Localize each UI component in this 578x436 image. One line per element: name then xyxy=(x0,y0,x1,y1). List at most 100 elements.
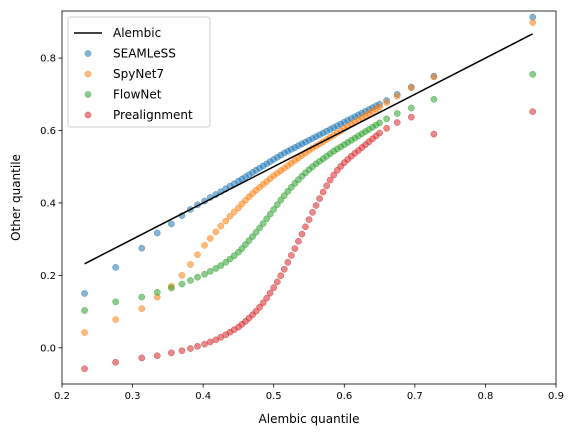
point-flownet xyxy=(280,192,288,200)
point-prealignment xyxy=(376,129,383,137)
point-prealignment xyxy=(288,252,295,259)
y-tick-label: 0.6 xyxy=(40,126,56,137)
point-flownet xyxy=(230,252,238,260)
point-prealignment xyxy=(263,294,271,302)
point-flownet xyxy=(168,284,175,292)
x-tick-label: 0.4 xyxy=(195,391,211,402)
legend-label: Prealignment xyxy=(113,108,193,122)
point-flownet xyxy=(270,206,278,213)
point-prealignment xyxy=(393,119,401,126)
y-axis-ticks: 0.0 0.2 0.4 0.6 0.8 xyxy=(40,54,62,354)
point-prealignment xyxy=(273,278,281,286)
point-spynet7 xyxy=(212,228,220,236)
point-flownet xyxy=(249,233,256,240)
point-prealignment xyxy=(270,284,278,292)
point-flownet xyxy=(153,289,161,296)
point-prealignment xyxy=(277,272,285,280)
point-spynet7 xyxy=(206,235,214,242)
series-flownet xyxy=(81,71,537,314)
point-prealignment xyxy=(305,216,313,223)
legend-label: FlowNet xyxy=(113,88,162,102)
point-spynet7 xyxy=(230,208,238,216)
point-flownet xyxy=(263,215,271,223)
y-axis-label: Other quantile xyxy=(9,154,23,241)
x-tick-label: 0.7 xyxy=(407,391,423,402)
legend-swatch-prealignment xyxy=(84,111,92,119)
point-flownet xyxy=(383,115,390,123)
point-prealignment xyxy=(256,303,263,311)
point-prealignment xyxy=(112,358,119,366)
point-prealignment xyxy=(309,209,316,216)
point-seamless xyxy=(168,220,175,228)
point-prealignment xyxy=(330,171,338,179)
point-spynet7 xyxy=(201,241,208,249)
point-prealignment xyxy=(201,340,208,348)
point-prealignment xyxy=(295,237,302,245)
point-spynet7 xyxy=(217,222,225,230)
point-prealignment xyxy=(326,176,334,184)
point-flownet xyxy=(81,307,88,314)
point-prealignment xyxy=(312,202,320,209)
x-tick-label: 0.2 xyxy=(54,391,70,402)
point-spynet7 xyxy=(393,92,401,100)
point-spynet7 xyxy=(383,99,390,106)
point-prealignment xyxy=(319,188,327,196)
alembic-line xyxy=(84,33,534,265)
point-spynet7 xyxy=(222,217,230,225)
point-prealignment xyxy=(280,265,288,273)
legend-label: SpyNet7 xyxy=(113,67,164,81)
point-flownet xyxy=(273,201,281,209)
point-spynet7 xyxy=(226,212,234,220)
point-prealignment xyxy=(302,223,309,231)
legend-swatch-spynet7 xyxy=(84,70,92,78)
point-flownet xyxy=(430,96,438,103)
x-tick-label: 0.3 xyxy=(125,391,141,402)
point-flownet xyxy=(201,270,208,278)
point-prealignment xyxy=(316,195,323,202)
point-flownet xyxy=(256,224,263,232)
legend-label: Alembic xyxy=(113,26,161,40)
point-flownet xyxy=(178,280,186,288)
point-prealignment xyxy=(206,338,214,346)
point-seamless xyxy=(81,290,88,297)
point-spynet7 xyxy=(112,316,119,323)
point-spynet7 xyxy=(81,329,88,336)
point-flownet xyxy=(212,265,220,272)
point-flownet xyxy=(187,277,194,284)
y-tick-label: 0.0 xyxy=(40,343,56,354)
point-spynet7 xyxy=(178,272,186,279)
points-layer xyxy=(81,13,537,373)
point-prealignment xyxy=(81,365,88,373)
point-prealignment xyxy=(266,289,274,297)
legend-swatch-flownet xyxy=(84,91,92,98)
point-prealignment xyxy=(138,354,146,362)
point-spynet7 xyxy=(430,73,438,81)
line-layer xyxy=(84,33,534,265)
point-prealignment xyxy=(259,299,267,307)
point-flownet xyxy=(376,119,383,127)
point-prealignment xyxy=(153,352,161,360)
x-tick-label: 0.9 xyxy=(548,391,564,402)
point-flownet xyxy=(266,210,274,218)
y-tick-label: 0.2 xyxy=(40,271,56,282)
point-seamless xyxy=(112,264,119,271)
point-spynet7 xyxy=(194,251,201,259)
series-spynet7 xyxy=(81,19,537,336)
legend: Alembic SEAMLeSS SpyNet7 FlowNet Prealignmen… xyxy=(67,16,211,128)
y-tick-label: 0.8 xyxy=(40,54,56,65)
legend-box xyxy=(67,16,211,128)
point-prealignment xyxy=(430,130,438,138)
x-axis-label: Alembic quantile xyxy=(259,412,360,426)
plot-frame xyxy=(61,10,557,385)
x-tick-label: 0.5 xyxy=(266,391,282,402)
x-tick-label: 0.6 xyxy=(336,391,352,402)
point-flownet xyxy=(259,220,267,227)
point-spynet7 xyxy=(187,261,194,268)
y-tick-label: 0.4 xyxy=(40,198,56,209)
point-prealignment xyxy=(298,230,306,238)
point-spynet7 xyxy=(376,103,383,111)
point-flownet xyxy=(194,273,201,281)
point-prealignment xyxy=(529,108,537,116)
point-prealignment xyxy=(291,245,299,252)
